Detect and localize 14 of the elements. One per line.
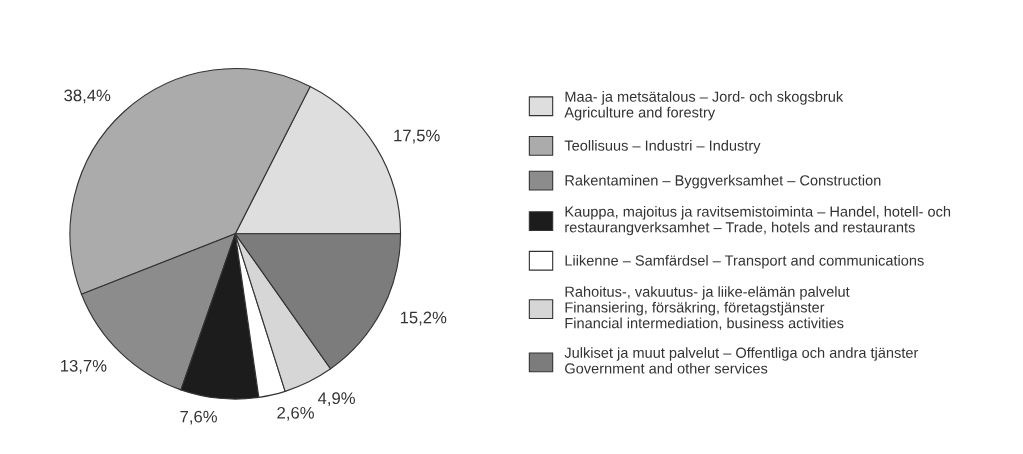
- data-label: 2,6%: [277, 406, 314, 421]
- legend-label: Liikenne – Samfärdsel – Transport and communications: [565, 254, 924, 269]
- data-label: 15,2%: [400, 311, 447, 326]
- legend-label: Kauppa, majoitus ja ravitsemistoiminta – Handel, hotell- och restaurangverksamhet – Trade, hotels and restaurants: [565, 206, 951, 236]
- legend-label: Julkiset ja muut palvelut – Offentliga och andra tjänster Government and other services: [564, 347, 919, 374]
- data-label: 4,9%: [317, 392, 355, 407]
- data-label: 13,7%: [61, 359, 107, 374]
- data-label: 38,4%: [64, 89, 111, 104]
- data-label: 7,6%: [180, 410, 217, 425]
- data-label: 17,5%: [394, 129, 440, 144]
- legend-label: Maa- ja metsätalous – Jord- och skogsbruk Agriculture and forestry: [564, 91, 844, 121]
- legend-label: Rahoitus-, vakuutus- ja liike-elämän palvelut Finansiering, försäkring, företagstjänster Financial intermediation, business activities: [565, 286, 850, 330]
- legend-label: Rakentaminen – Byggverksamhet – Construction: [565, 174, 881, 189]
- legend-label: Teollisuus – Industri – Industry: [564, 140, 761, 154]
